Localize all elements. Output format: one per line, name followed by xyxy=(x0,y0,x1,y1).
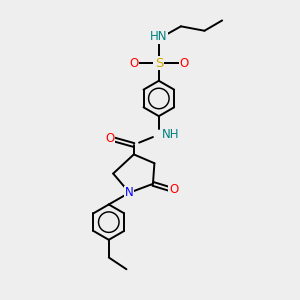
Text: O: O xyxy=(179,57,188,70)
Text: S: S xyxy=(154,57,163,70)
Text: O: O xyxy=(169,183,178,196)
Text: N: N xyxy=(125,186,134,199)
Text: O: O xyxy=(129,57,138,70)
Text: NH: NH xyxy=(162,128,179,141)
Text: HN: HN xyxy=(149,30,167,43)
Text: O: O xyxy=(106,132,115,145)
